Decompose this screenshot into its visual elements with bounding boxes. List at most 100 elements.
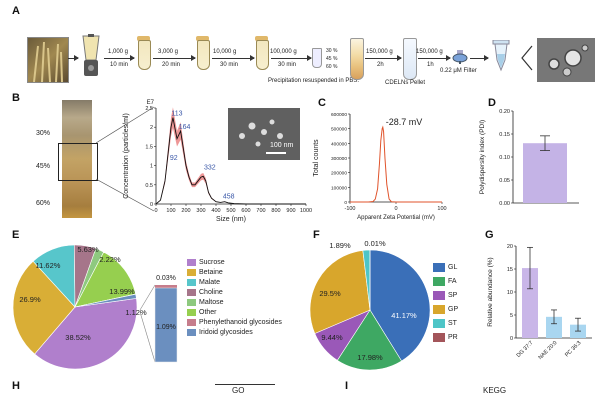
legend-swatch — [433, 290, 445, 300]
legend-swatch — [187, 328, 196, 336]
zoom-label-0: 0.03% — [156, 275, 176, 282]
step5-speed: 150,000 g — [366, 49, 393, 55]
legend-swatch — [187, 258, 196, 266]
legend-label: Maltose — [199, 298, 224, 306]
arrow — [212, 55, 255, 61]
pellet-tube — [312, 48, 322, 68]
legend-item: Betaine — [187, 267, 282, 277]
legend-item: Maltose — [187, 297, 282, 307]
y-tick-label: 300000 — [331, 156, 347, 162]
x-tick-label: 0 — [394, 206, 397, 212]
x-tick-label: 200 — [181, 208, 190, 214]
step5-time: 2h — [377, 62, 384, 68]
tube-cap — [255, 36, 268, 41]
legend-swatch — [187, 298, 196, 306]
bar-1 — [546, 316, 562, 338]
filter-icon — [452, 50, 468, 64]
legend-swatch — [187, 288, 196, 296]
y-axis-label: Relative abundance (%) — [487, 257, 494, 326]
x-tick-label: 400 — [211, 208, 220, 214]
y-axis-label: Total counts — [313, 139, 320, 177]
lipid-slice-fa — [336, 309, 403, 371]
legend-swatch — [433, 262, 445, 272]
gradient-45: 45 % — [326, 56, 338, 62]
y-tick-label: 2.5 — [145, 106, 153, 112]
y-tick-label: 0 — [344, 200, 347, 206]
step6-speed: 150,000 g — [416, 49, 443, 55]
abundance-bar-chart: 0 5 10 15 20 Relative abundance (%) DG 37:7 NAE… — [487, 244, 592, 361]
y-tick-label: 0.10 — [499, 155, 510, 161]
legend-item: FA — [433, 274, 458, 288]
y-tick-label: 0.15 — [499, 132, 510, 138]
x-tick-label: 700 — [256, 208, 265, 214]
x-tick-label: 900 — [286, 208, 295, 214]
peak-label: 92 — [170, 155, 178, 162]
zoom-segment-phenylethanoid — [155, 285, 177, 288]
arrow — [470, 55, 489, 61]
eppendorf-tube — [492, 39, 510, 72]
x-tick-label: -100 — [344, 206, 355, 212]
y-tick-label: 500000 — [331, 127, 347, 133]
y-tick-label: 400000 — [331, 141, 347, 147]
y-tick-label: 5 — [510, 313, 513, 319]
x-tick-label: 100 — [166, 208, 175, 214]
slice-label-pr: 0.01% — [364, 239, 386, 248]
panel-label-f: F — [313, 229, 320, 241]
lipid-slice-gl — [369, 249, 431, 362]
composition-pie-chart: 38.52% 26.9% 11.62% 5.63%2.22% 13.99% 1.12% 0.… — [12, 244, 178, 370]
band-highlight-box — [58, 143, 98, 181]
precipitation-note: Precipitation resuspended in PBS. — [268, 78, 360, 84]
slice-label-sp: 9.44% — [321, 333, 343, 342]
legend-item: GP — [433, 302, 458, 316]
zoom-line — [139, 284, 156, 311]
step2-speed: 3,000 g — [158, 49, 179, 55]
composition-slice-other — [74, 251, 136, 308]
filter-label: 0.22 μM Filter — [440, 68, 477, 74]
clear-tube — [403, 38, 417, 80]
composition-legend: Sucrose Betaine Malate Choline Maltose Other P… — [187, 257, 282, 337]
step3-time: 30 min — [220, 62, 239, 68]
legend-swatch — [433, 304, 445, 314]
legend-swatch — [433, 318, 445, 328]
zeta-line — [350, 125, 442, 203]
legend-label: Iridoid glycosides — [199, 328, 253, 336]
peak-label: 113 — [171, 111, 182, 118]
y-tick-label: 100000 — [331, 185, 347, 191]
slice-label-malate: 11.62% — [36, 261, 61, 270]
arrow — [104, 55, 135, 61]
legend-item: SP — [433, 288, 458, 302]
legend-label: Phenylethanoid glycosides — [199, 318, 282, 326]
x-tick-label: 800 — [271, 208, 280, 214]
y-tick-label: 1 — [150, 164, 153, 170]
arrow — [418, 55, 451, 61]
y-tick-label: 600000 — [331, 112, 347, 118]
bar-0 — [522, 268, 538, 338]
y-exponent: E7 — [147, 100, 155, 106]
legend-item: Choline — [187, 287, 282, 297]
step4-time: 30 min — [278, 62, 297, 68]
composition-slice-iridoid-glycosides — [74, 293, 137, 308]
zoom-line — [139, 311, 156, 363]
pellet-label: CDELNs Pellet — [385, 80, 426, 86]
panel-label-c: C — [318, 97, 326, 109]
slice-label-betaine: 26.9% — [19, 295, 41, 304]
plant-photo — [27, 37, 69, 83]
y-axis-label: Concentration (particles/ml) — [123, 113, 130, 199]
tube-label-45: 45% — [36, 163, 51, 170]
legend-label: PR — [448, 333, 458, 341]
peak-label: 332 — [204, 164, 216, 171]
step4-speed: 100,000 g — [270, 49, 297, 55]
category-label: DG 37:7 — [516, 340, 535, 359]
tube-label-60: 60% — [36, 200, 51, 207]
slice-label-st: 1.89% — [329, 241, 351, 250]
panel-label-e: E — [12, 229, 20, 241]
panel-label-i: I — [345, 380, 349, 392]
panel-label-d: D — [488, 97, 496, 109]
slice-label-maltose: 2.22% — [99, 255, 121, 264]
slice-label-gp: 29.5% — [319, 289, 341, 298]
step1-speed: 1,000 g — [108, 49, 129, 55]
legend-label: GP — [448, 305, 459, 313]
legend-item: Iridoid glycosides — [187, 327, 282, 337]
zoom-segment-iridoid — [154, 287, 178, 363]
panel-label-h: H — [12, 380, 20, 392]
